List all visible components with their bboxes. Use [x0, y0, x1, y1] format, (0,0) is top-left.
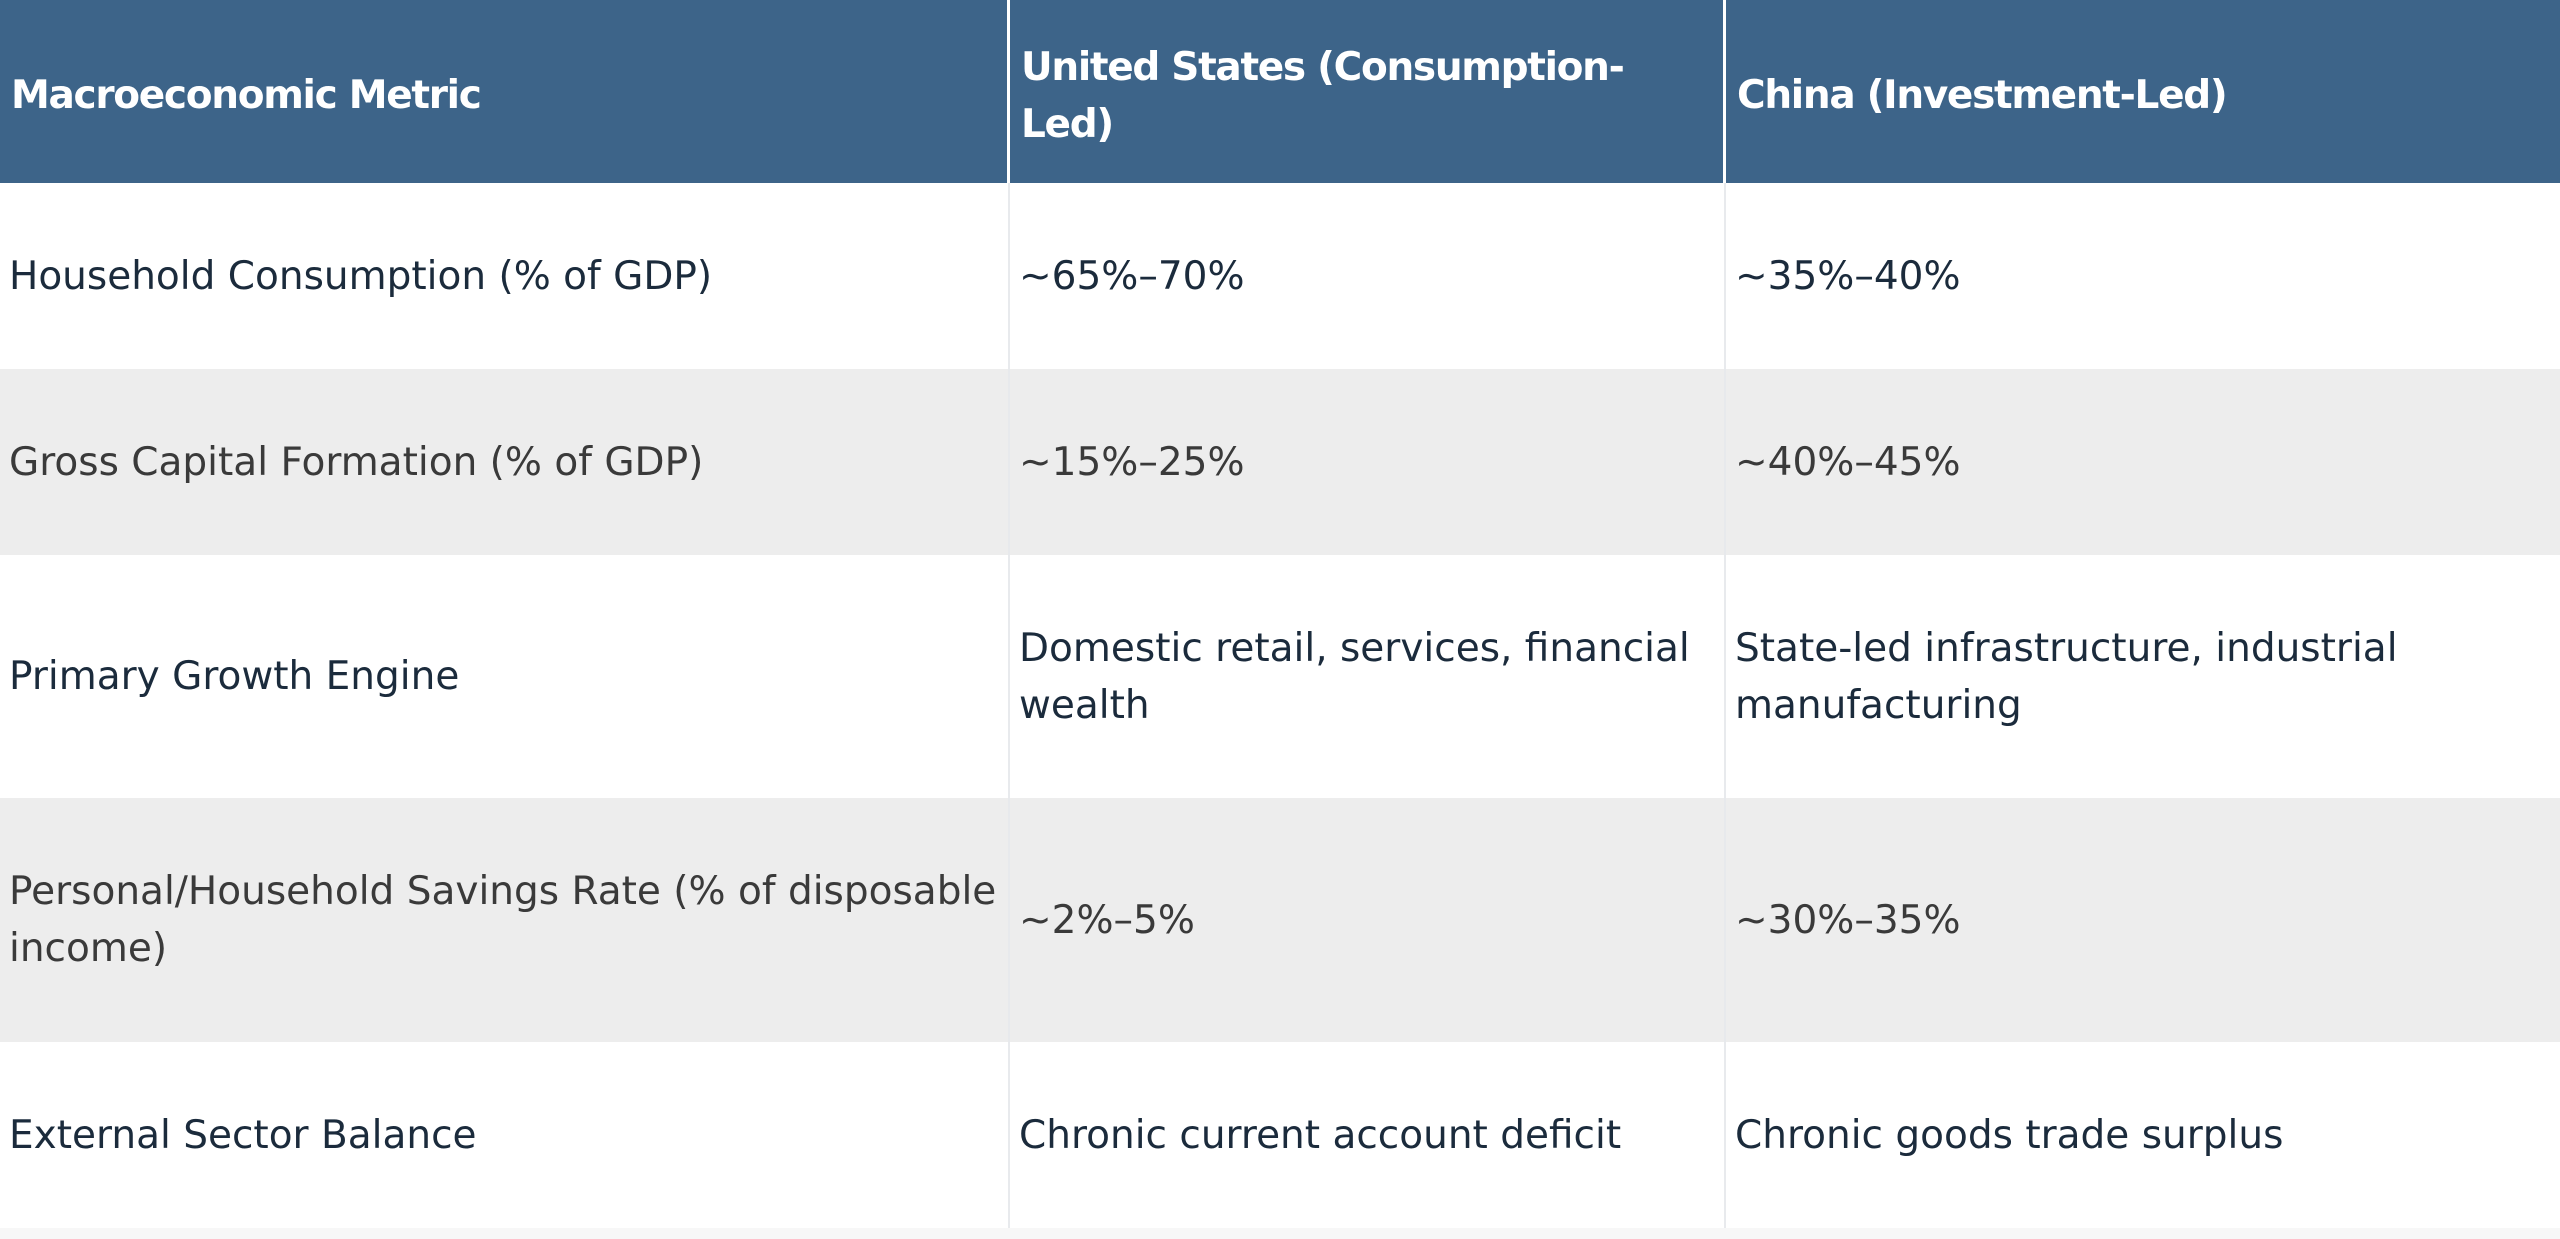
header-cell-china: China (Investment-Led): [1726, 0, 2560, 183]
cell-text: Gross Capital Formation (% of GDP): [9, 439, 704, 485]
cell-text: External Sector Balance: [9, 1112, 477, 1158]
cell-text: ~2%–5%: [1019, 897, 1195, 943]
cell-text: State-led infrastructure, industrial man…: [1735, 625, 2398, 728]
table-cell-metric: External Sector Balance: [0, 1042, 1010, 1228]
table-cell-metric: Household Consumption (% of GDP): [0, 183, 1010, 369]
table-cell-china: Chronic goods trade surplus: [1726, 1042, 2560, 1228]
cell-text: Personal/Household Savings Rate (% of di…: [9, 869, 997, 971]
cell-text: Chronic current account deficit: [1019, 1112, 1622, 1158]
table-cell-us: Chronic current account deficit: [1010, 1042, 1726, 1228]
header-label: China (Investment-Led): [1737, 73, 2228, 118]
table-cell-us: ~65%–70%: [1010, 183, 1726, 369]
header-cell-us: United States (Consumption-Led): [1010, 0, 1726, 183]
table-cell-us: ~15%–25%: [1010, 369, 1726, 555]
header-label: Macroeconomic Metric: [11, 73, 482, 118]
table-cell-us: ~2%–5%: [1010, 798, 1726, 1042]
cell-text: ~65%–70%: [1019, 253, 1245, 299]
table-cell-metric: Personal/Household Savings Rate (% of di…: [0, 798, 1010, 1042]
table-cell-china: State-led infrastructure, industrial man…: [1726, 555, 2560, 798]
table-cell-china: ~40%–45%: [1726, 369, 2560, 555]
table-cell-china: ~30%–35%: [1726, 798, 2560, 1042]
header-cell-metric: Macroeconomic Metric: [0, 0, 1010, 183]
table-cell-metric: Gross Capital Formation (% of GDP): [0, 369, 1010, 555]
cell-text: Chronic goods trade surplus: [1735, 1112, 2284, 1158]
cell-text: ~40%–45%: [1735, 439, 1961, 485]
cell-text: ~30%–35%: [1735, 897, 1961, 943]
cell-text: Household Consumption (% of GDP): [9, 253, 713, 299]
table-cell-china: ~35%–40%: [1726, 183, 2560, 369]
table-cell-metric: Primary Growth Engine: [0, 555, 1010, 798]
table-cell-us: Domestic retail, services, financial wea…: [1010, 555, 1726, 798]
cell-text: ~35%–40%: [1735, 253, 1961, 299]
header-label: United States (Consumption-Led): [1021, 44, 1625, 147]
cell-text: ~15%–25%: [1019, 439, 1245, 485]
cell-text: Domestic retail, services, financial wea…: [1019, 625, 1690, 728]
cell-text: Primary Growth Engine: [9, 654, 460, 699]
table-bottom-edge: [0, 1228, 2560, 1239]
